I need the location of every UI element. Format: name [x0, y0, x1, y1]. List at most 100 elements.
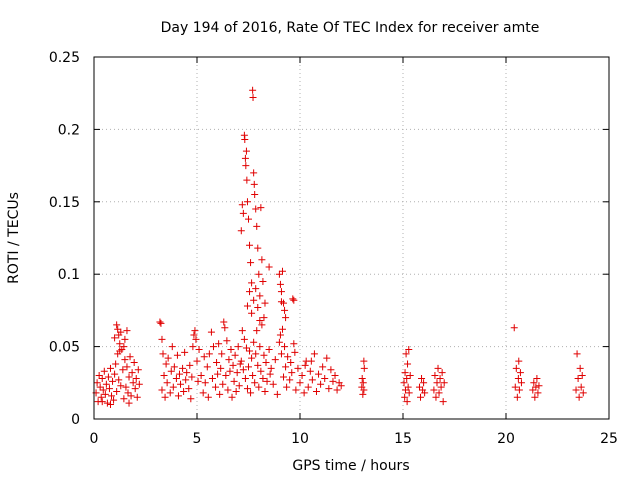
data-point	[187, 395, 195, 403]
data-point	[329, 377, 337, 385]
data-point	[304, 383, 312, 391]
data-point	[208, 374, 216, 382]
data-point	[253, 327, 261, 335]
data-point	[514, 374, 522, 382]
data-point	[333, 386, 341, 394]
data-point	[98, 398, 106, 406]
data-point	[337, 382, 345, 390]
data-point	[438, 369, 446, 377]
x-tick-label: 25	[600, 431, 618, 447]
data-point	[281, 343, 289, 351]
data-point	[169, 383, 177, 391]
data-point	[400, 379, 408, 387]
data-point	[194, 377, 202, 385]
data-point	[243, 198, 251, 206]
data-point	[162, 360, 170, 368]
data-point	[360, 386, 368, 394]
data-point	[263, 377, 271, 385]
data-point	[404, 383, 412, 391]
data-points	[92, 86, 587, 409]
data-point	[277, 298, 285, 306]
y-tick-label: 0.15	[49, 195, 80, 211]
data-point	[533, 374, 541, 382]
data-point	[106, 401, 114, 409]
data-point	[260, 314, 268, 322]
data-point	[98, 374, 106, 382]
data-point	[250, 180, 258, 188]
data-point	[290, 296, 298, 304]
data-point	[276, 331, 284, 339]
data-point	[254, 244, 262, 252]
data-point	[199, 389, 207, 397]
data-point	[111, 334, 119, 342]
data-point	[235, 382, 243, 390]
y-tick-label: 0	[71, 412, 80, 428]
data-point	[158, 386, 166, 394]
x-tick-label: 5	[193, 431, 202, 447]
data-point	[227, 345, 235, 353]
data-point	[119, 366, 127, 374]
data-point	[576, 364, 584, 372]
data-point	[232, 387, 240, 395]
data-point	[517, 379, 525, 387]
data-point	[242, 147, 250, 155]
data-point	[223, 337, 231, 345]
y-axis-label: ROTI / TECUs	[6, 192, 22, 284]
data-point	[360, 364, 368, 372]
data-point	[129, 379, 137, 387]
data-point	[260, 351, 268, 359]
data-point	[128, 369, 136, 377]
data-point	[358, 374, 366, 382]
data-point	[254, 304, 262, 312]
data-point	[331, 372, 339, 380]
data-point	[415, 383, 423, 391]
data-point	[275, 270, 283, 278]
y-tick-label: 0.25	[49, 50, 80, 66]
data-point	[220, 318, 228, 326]
data-point	[113, 321, 121, 329]
data-point	[273, 390, 281, 398]
data-point	[310, 350, 318, 358]
data-point	[287, 359, 295, 367]
data-point	[245, 215, 252, 223]
data-point	[256, 317, 264, 325]
data-point	[230, 377, 238, 385]
data-point	[117, 382, 125, 390]
data-point	[99, 386, 107, 394]
data-point	[579, 389, 587, 397]
x-tick-label: 20	[497, 431, 515, 447]
data-point	[432, 393, 440, 401]
data-point	[249, 372, 257, 380]
chart-title: Day 194 of 2016, Rate Of TEC Index for r…	[161, 20, 540, 36]
data-point	[113, 387, 121, 395]
data-point	[439, 398, 447, 406]
data-point	[215, 340, 223, 348]
data-point	[114, 325, 122, 333]
data-point	[298, 372, 306, 380]
data-point	[234, 343, 242, 351]
data-point	[265, 345, 273, 353]
data-point	[188, 373, 196, 381]
data-point	[319, 363, 327, 371]
data-point	[181, 348, 189, 356]
data-point	[275, 338, 283, 346]
data-point	[404, 360, 412, 368]
data-point	[213, 359, 221, 367]
data-point	[266, 370, 274, 378]
data-point	[306, 367, 314, 375]
data-point	[258, 256, 266, 264]
x-tick-label: 10	[291, 431, 309, 447]
data-point	[321, 374, 329, 382]
data-point	[359, 379, 367, 387]
data-point	[530, 379, 538, 387]
data-point	[307, 357, 315, 365]
data-point	[121, 335, 129, 343]
data-point	[247, 389, 255, 397]
data-point	[190, 331, 198, 339]
grid	[94, 57, 609, 419]
data-point	[111, 370, 119, 378]
data-point	[246, 241, 254, 249]
data-point	[212, 383, 220, 391]
data-point	[229, 361, 237, 369]
